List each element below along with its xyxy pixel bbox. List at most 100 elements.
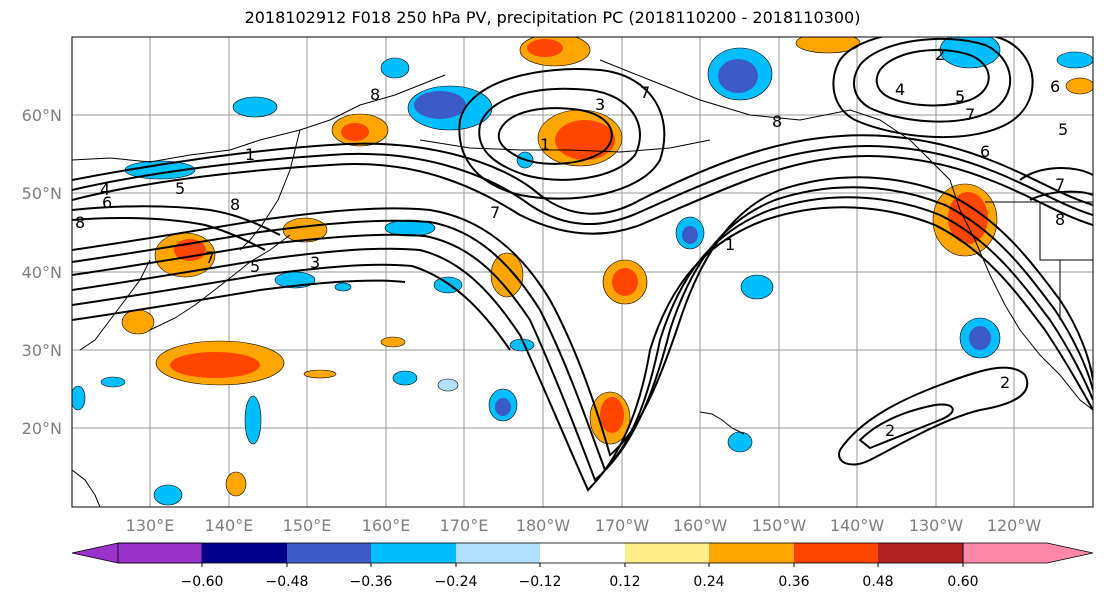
contour-label: 4 [100, 180, 110, 199]
precip-blob [795, 37, 861, 54]
map-title: 2018102912 F018 250 hPa PV, precipitatio… [244, 8, 861, 27]
longitude-labels: 130°E 140°E 150°E 160°E 170°E 180°W 170°W 160°W… [126, 516, 1042, 535]
longitude-label: 150°E [283, 516, 332, 535]
contour-label: 8 [1055, 210, 1065, 229]
pv-contour [72, 186, 1093, 472]
precip-blob [555, 120, 615, 160]
pv-contour [72, 205, 281, 236]
colorbar-segment [287, 543, 371, 563]
longitude-label: 140°W [830, 516, 885, 535]
colorbar-segment [456, 543, 540, 563]
contour-label: 2 [935, 45, 945, 64]
pv-contour [853, 37, 1012, 123]
latitude-label: 40°N [22, 263, 62, 282]
precip-blob [341, 123, 369, 141]
contour-label: 6 [1050, 77, 1060, 96]
longitude-label: 170°W [595, 516, 650, 535]
precip-blob [1056, 51, 1093, 69]
precip-blob [121, 309, 155, 335]
precip-blob [969, 326, 991, 350]
contour-label: 7 [640, 83, 650, 102]
precipitation-shading [72, 37, 1093, 506]
precip-blob [490, 252, 524, 298]
pv-contour [72, 155, 1093, 235]
contour-label: 2 [885, 421, 895, 440]
precip-blob [244, 395, 262, 445]
pv-contour [838, 366, 1029, 466]
colorbar-tick-label: −0.12 [519, 574, 562, 590]
pv-contour [478, 87, 641, 181]
colorbar-tick-label: 0.36 [778, 574, 809, 590]
contour-label: 7 [1055, 175, 1065, 194]
precip-blob [153, 484, 183, 506]
precip-blob [600, 397, 624, 433]
colorbar-segment [794, 543, 878, 563]
precip-blob [527, 39, 563, 57]
pv-contour [458, 68, 666, 200]
colorbar-segment [371, 543, 456, 563]
pv-contours [72, 37, 1093, 492]
pv-contour [72, 145, 1093, 226]
latitude-labels: 60°N 50°N 40°N 30°N 20°N [22, 106, 62, 438]
contour-label: 7 [965, 105, 975, 124]
contour-label: 6 [980, 142, 990, 161]
colorbar-segment [709, 543, 794, 563]
pv-contour [72, 196, 1093, 482]
pv-contour [497, 107, 613, 165]
coastline-philippines [72, 469, 101, 507]
colorbar-tick-label: 0.24 [693, 574, 724, 590]
coastline-hawaii [699, 411, 745, 435]
contour-labels: 1 1 1 2 2 2 3 3 4 4 5 5 5 5 6 6 6 7 7 7 … [75, 45, 1068, 440]
precip-blob [392, 370, 418, 386]
latitude-label: 20°N [22, 419, 62, 438]
precip-blob [334, 282, 352, 292]
precip-blob [495, 398, 511, 416]
coastline-na-west [949, 179, 1093, 411]
longitude-label: 150°W [752, 516, 807, 535]
longitude-label: 130°W [909, 516, 964, 535]
precip-blob [740, 274, 774, 300]
colorbar-tick-label: 0.12 [609, 574, 640, 590]
contour-label: 6 [102, 193, 112, 212]
precip-blob [100, 376, 126, 388]
longitude-label: 130°E [126, 516, 175, 535]
pv-contour [1029, 190, 1093, 201]
coastline-japan [149, 234, 291, 331]
contour-label: 3 [595, 95, 605, 114]
precip-blob [225, 471, 247, 497]
pv-contour [72, 134, 1093, 215]
latitude-label: 60°N [22, 106, 62, 125]
precip-blob [303, 369, 337, 379]
precip-blob [72, 385, 86, 411]
precip-blob [380, 57, 410, 79]
precip-blob [380, 336, 406, 348]
precip-blob [232, 96, 278, 118]
contour-label: 1 [540, 135, 550, 154]
longitude-label: 170°E [440, 516, 489, 535]
pv-contour [1019, 167, 1093, 181]
contour-label: 5 [955, 87, 965, 106]
pv-contour [72, 279, 406, 321]
contour-label: 1 [725, 235, 735, 254]
latitude-label: 50°N [22, 184, 62, 203]
contour-label: 8 [772, 112, 782, 131]
precip-blob [1065, 77, 1093, 95]
contour-label: 3 [310, 253, 320, 272]
contour-label: 5 [250, 257, 260, 276]
colorbar-segment [878, 543, 963, 563]
colorbar-tick-label: −0.48 [266, 574, 309, 590]
precip-blob [612, 268, 638, 296]
coastline-aleutians [419, 139, 711, 153]
precip-blob [727, 431, 753, 453]
precip-blob [718, 59, 758, 93]
contour-label: 4 [895, 80, 905, 99]
pv-contour [832, 37, 1034, 139]
border-us-states [1039, 202, 1093, 320]
colorbar-extend-high [962, 542, 1094, 564]
contour-label: 7 [490, 203, 500, 222]
longitude-label: 120°W [987, 516, 1042, 535]
contour-label: 8 [230, 195, 240, 214]
colorbar: −0.60 −0.48 −0.36 −0.24 −0.12 0.12 0.24 0.36 0.4… [71, 542, 1094, 590]
coastline-asia [72, 74, 446, 163]
